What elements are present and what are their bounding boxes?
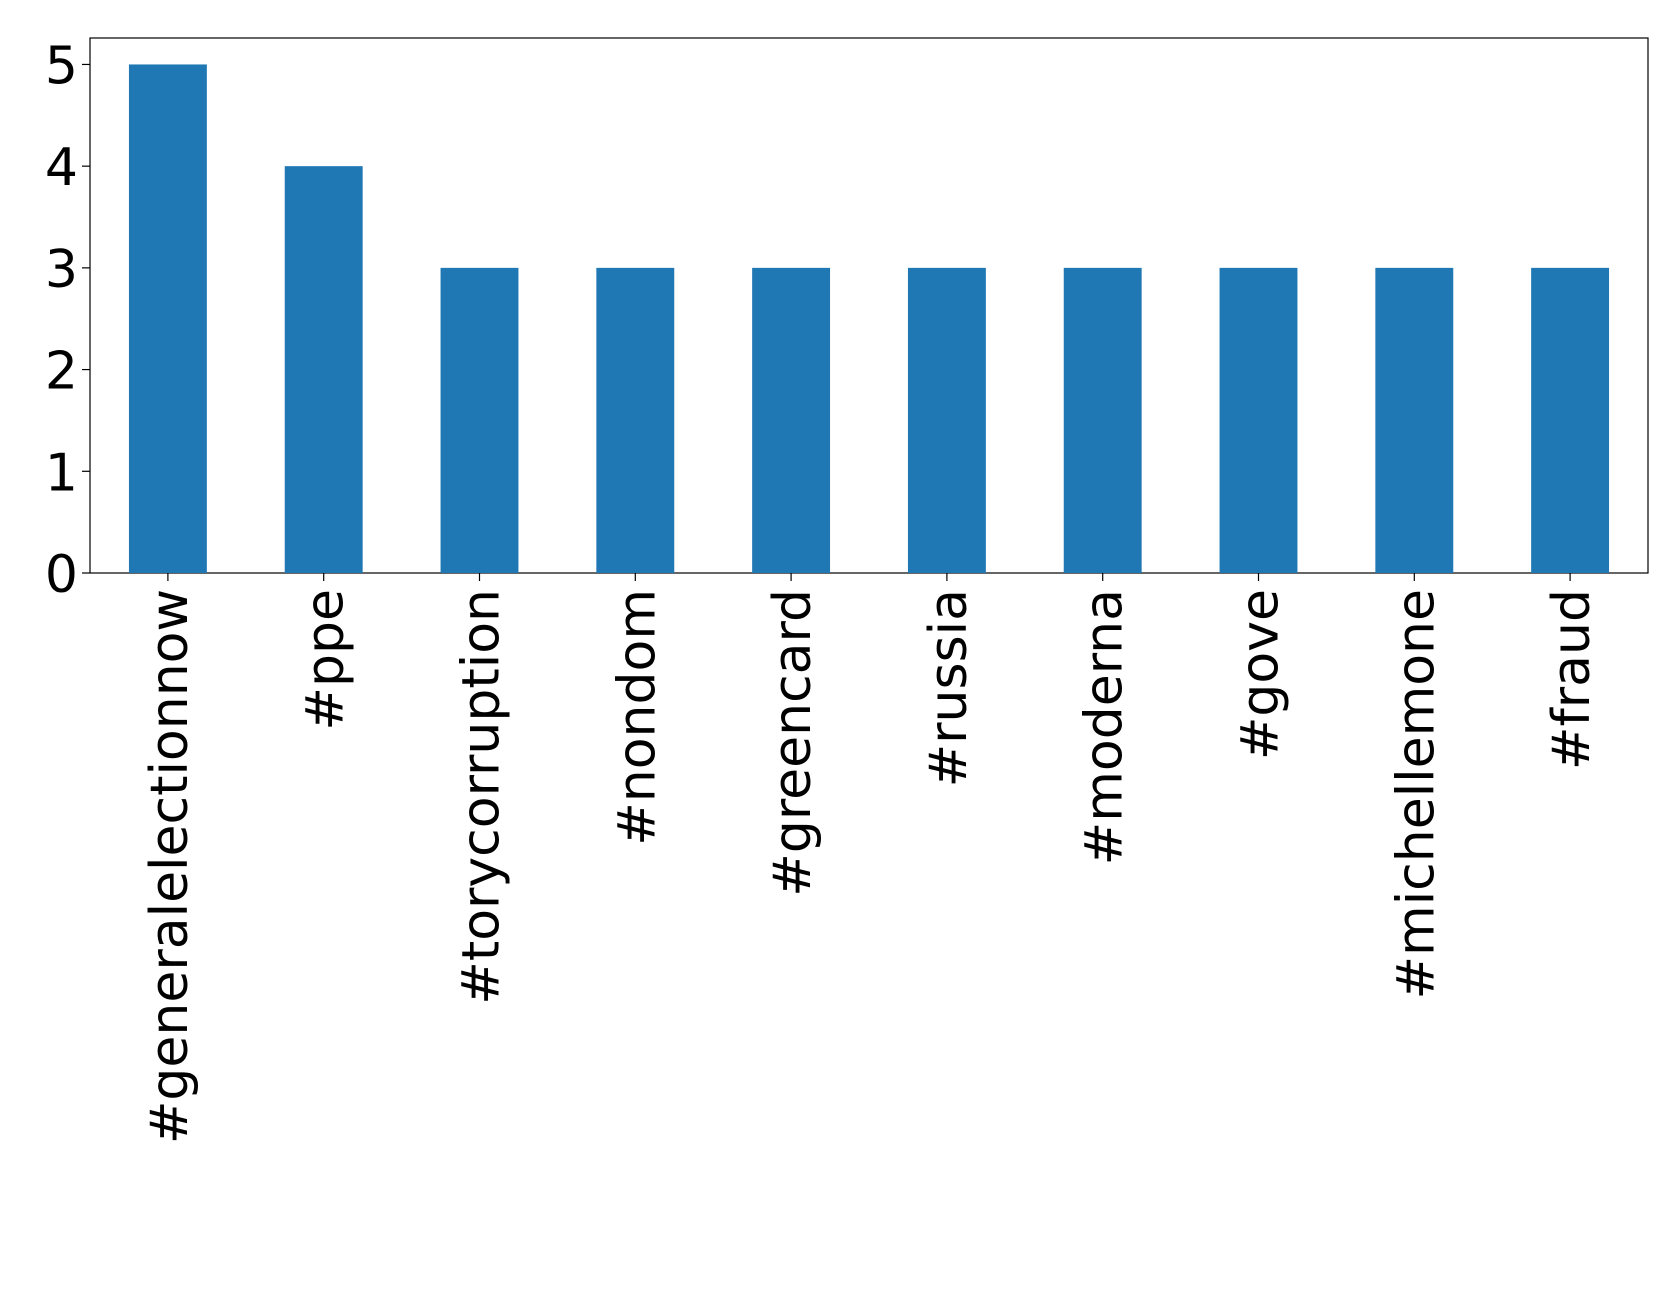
y-tick-label: 2 (45, 342, 78, 402)
bar (440, 267, 519, 573)
y-tick-label: 4 (45, 138, 78, 198)
bar (1531, 267, 1610, 573)
x-tick-label: #generalelectionnow (140, 589, 200, 1144)
bar (1375, 267, 1454, 573)
y-tick-label: 3 (45, 240, 78, 300)
x-tick-label: #ppe (296, 589, 356, 731)
y-tick-label: 1 (45, 443, 78, 503)
bar (284, 166, 363, 574)
x-tick-label: #moderna (1075, 589, 1135, 865)
x-tick-label: #michellemone (1386, 589, 1446, 1000)
x-tick-label: #greencard (763, 589, 823, 897)
y-tick-label: 0 (45, 545, 78, 605)
bar (907, 267, 986, 573)
y-tick-label: 5 (45, 36, 78, 96)
bar (1219, 267, 1298, 573)
x-tick-label: #russia (919, 589, 979, 787)
x-tick-label: #torycorruption (452, 589, 512, 1005)
x-tick-label: #fraud (1542, 589, 1602, 770)
x-tick-label: #gove (1231, 589, 1291, 760)
bar (596, 267, 675, 573)
x-tick-label: #nondom (607, 589, 667, 846)
bar (128, 64, 207, 573)
bar (1063, 267, 1142, 573)
bar (752, 267, 831, 573)
plot-frame (89, 37, 1649, 574)
